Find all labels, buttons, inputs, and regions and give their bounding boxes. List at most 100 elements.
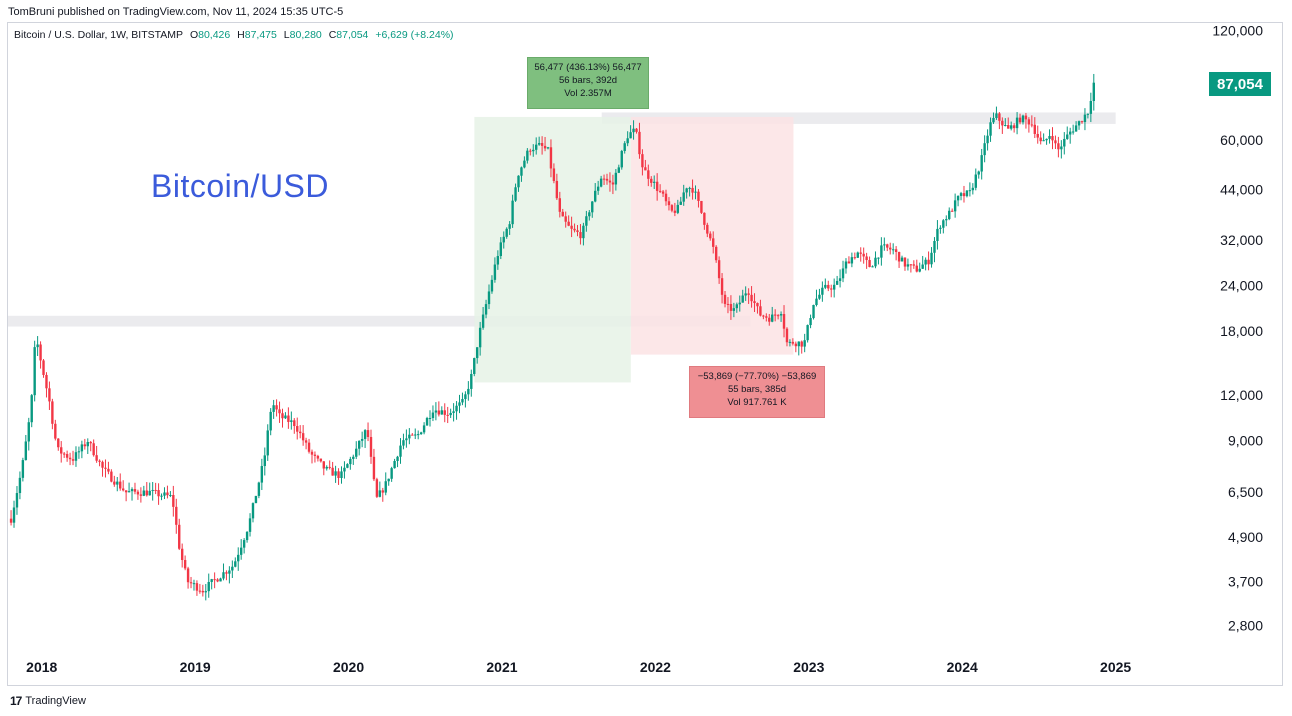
candle-279 bbox=[832, 278, 836, 298]
candle-body bbox=[741, 295, 744, 303]
candle-body bbox=[225, 572, 228, 574]
candle-198 bbox=[594, 183, 597, 203]
candle-body bbox=[1060, 146, 1063, 150]
candle-body bbox=[806, 325, 809, 341]
candle-body bbox=[95, 455, 98, 461]
symbol-label[interactable]: Bitcoin / U.S. Dollar, 1W, BITSTAMP bbox=[14, 29, 184, 41]
candle-body bbox=[110, 471, 113, 482]
candle-187 bbox=[561, 208, 564, 217]
candle-216 bbox=[647, 164, 650, 187]
candle-body bbox=[476, 347, 479, 359]
candle-158 bbox=[476, 347, 479, 364]
candle-body bbox=[231, 566, 234, 571]
candle-129 bbox=[390, 466, 393, 482]
candle-body bbox=[617, 167, 621, 173]
candle-26 bbox=[86, 438, 89, 454]
candle-23 bbox=[77, 446, 81, 459]
candle-body bbox=[629, 132, 632, 139]
candle-94 bbox=[287, 407, 290, 429]
measure-down-bars: 55 bars, 385d bbox=[727, 384, 787, 395]
candle-31 bbox=[101, 460, 104, 477]
candle-body bbox=[355, 448, 358, 457]
candle-body bbox=[1004, 125, 1007, 127]
candle-365 bbox=[1086, 113, 1090, 119]
candle-307 bbox=[915, 259, 918, 273]
candle-328 bbox=[977, 170, 980, 179]
candle-body bbox=[296, 426, 299, 432]
high-value: 87,475 bbox=[244, 29, 277, 41]
candle-body bbox=[301, 433, 305, 441]
measure-up-volume: Vol 2.357M bbox=[564, 88, 612, 99]
candle-28 bbox=[92, 439, 95, 457]
candle-body bbox=[440, 410, 443, 415]
candle-272 bbox=[812, 304, 815, 320]
candle-body bbox=[815, 298, 818, 305]
candle-297 bbox=[886, 243, 889, 252]
candle-90 bbox=[275, 399, 278, 417]
candle-206 bbox=[617, 164, 621, 174]
candle-body bbox=[664, 193, 668, 202]
candle-body bbox=[709, 233, 712, 239]
candle-258 bbox=[771, 306, 774, 323]
measure-up-label[interactable]: 56,477 (436.13%) 56,477 56 bars, 392d Vo… bbox=[527, 57, 649, 109]
candle-body bbox=[408, 434, 411, 439]
candle-163 bbox=[490, 275, 494, 294]
candle-140 bbox=[422, 422, 426, 435]
candle-body bbox=[959, 193, 963, 196]
candle-body bbox=[36, 344, 39, 348]
candle-277 bbox=[827, 280, 830, 292]
candle-20 bbox=[68, 452, 72, 466]
candle-309 bbox=[921, 255, 924, 269]
candle-body bbox=[222, 572, 225, 579]
candle-body bbox=[644, 167, 647, 171]
candle-233 bbox=[697, 189, 700, 208]
candle-body bbox=[824, 284, 827, 288]
candle-229 bbox=[685, 187, 688, 199]
candle-body bbox=[416, 434, 420, 436]
candle-113 bbox=[343, 461, 346, 479]
measure-up-change: 56,477 (436.13%) 56,477 bbox=[534, 62, 642, 73]
candle-137 bbox=[414, 428, 417, 440]
candle-body bbox=[322, 461, 325, 469]
tradingview-logo[interactable]: 17 TradingView bbox=[10, 694, 86, 708]
candle-152 bbox=[458, 394, 461, 414]
candle-87 bbox=[266, 424, 269, 461]
candle-body bbox=[15, 493, 19, 508]
candle-166 bbox=[499, 237, 503, 260]
candle-336 bbox=[1001, 117, 1004, 134]
candle-body bbox=[632, 128, 635, 133]
candle-body bbox=[747, 293, 750, 295]
candle-body bbox=[1012, 125, 1016, 129]
candle-body bbox=[868, 260, 871, 268]
candle-252 bbox=[753, 293, 756, 312]
candle-221 bbox=[661, 189, 665, 197]
measure-down-label[interactable]: −53,869 (−77.70%) −53,869 55 bars, 385d … bbox=[689, 366, 825, 418]
candle-body bbox=[101, 461, 104, 468]
candle-body bbox=[956, 195, 960, 201]
candle-body bbox=[148, 490, 151, 496]
x-tick-label: 2021 bbox=[486, 659, 517, 675]
candle-body bbox=[313, 454, 317, 456]
candle-305 bbox=[909, 263, 913, 273]
candle-131 bbox=[396, 455, 399, 468]
candle-72 bbox=[222, 563, 225, 581]
candle-185 bbox=[555, 173, 559, 200]
candle-141 bbox=[425, 416, 429, 426]
candle-body bbox=[92, 443, 95, 456]
candle-body bbox=[334, 471, 337, 476]
candle-168 bbox=[505, 227, 508, 239]
candle-body bbox=[461, 399, 464, 403]
candle-body bbox=[561, 211, 564, 217]
candle-178 bbox=[535, 137, 538, 155]
candle-136 bbox=[411, 433, 414, 436]
candle-body bbox=[912, 264, 916, 266]
chart-frame bbox=[7, 22, 1283, 686]
candle-260 bbox=[776, 314, 780, 320]
candle-303 bbox=[903, 257, 907, 271]
candle-339 bbox=[1009, 121, 1013, 131]
candle-95 bbox=[290, 411, 293, 430]
candle-119 bbox=[360, 431, 364, 448]
candle-body bbox=[883, 244, 886, 246]
symbol-watermark: Bitcoin/USD bbox=[151, 168, 329, 204]
